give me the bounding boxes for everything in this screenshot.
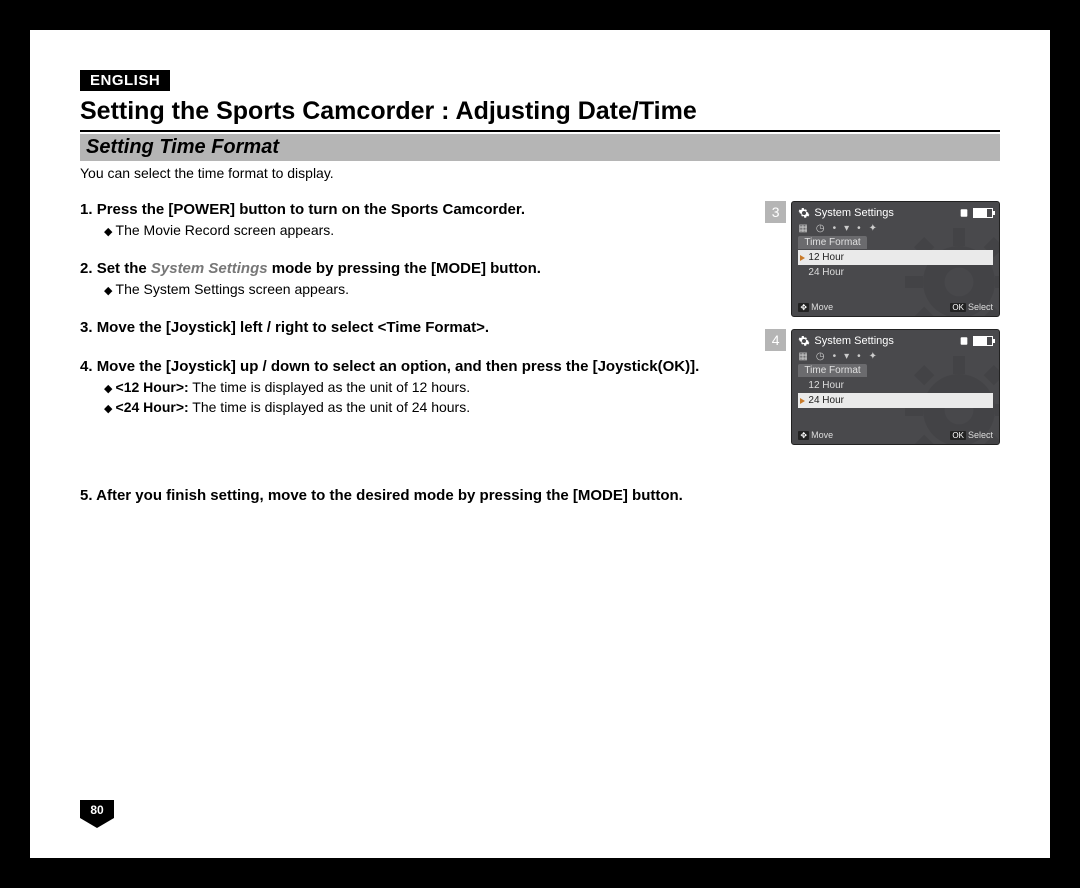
step-3-head: 3. Move the [Joystick] left / right to s…	[80, 319, 755, 336]
step-2-em: System Settings	[151, 260, 268, 277]
step-4-num: 4.	[80, 358, 93, 375]
battery-icon	[973, 208, 993, 218]
icon-clock: ◷	[816, 223, 825, 234]
step-4-text: Move the [Joystick] up / down to select …	[97, 358, 700, 375]
screen-4-wrap: 4 System Settings ▦	[765, 329, 1000, 445]
card-icon	[959, 208, 969, 218]
screen-3-tab: Time Format	[798, 236, 866, 249]
move-key-icon: ✥	[798, 431, 809, 440]
step-3: 3. Move the [Joystick] left / right to s…	[80, 319, 755, 336]
move-key-icon: ✥	[798, 303, 809, 312]
gear-icon	[798, 335, 810, 347]
step-4-bullet-a-bold: <12 Hour>:	[116, 379, 189, 395]
page-number: 80	[80, 800, 114, 820]
step-2-num: 2.	[80, 260, 93, 277]
step-5: 5. After you finish setting, move to the…	[80, 487, 1000, 504]
icon-gear2: ✦	[869, 223, 877, 234]
step-1-head: 1. Press the [POWER] button to turn on t…	[80, 201, 755, 218]
screens-column: 3 System Settings ▦	[765, 201, 1000, 457]
screen-4-select: Select	[968, 430, 993, 440]
icon-drop: ▾	[844, 223, 849, 234]
step-2-text-b: mode by pressing the [MODE] button.	[268, 260, 541, 277]
step-2-bullet: The System Settings screen appears.	[104, 281, 755, 297]
step-4-bullet-a: <12 Hour>: The time is displayed as the …	[104, 379, 755, 395]
icon-clock: ◷	[816, 351, 825, 362]
page-title: Setting the Sports Camcorder : Adjusting…	[80, 97, 1000, 132]
screen-4-move: Move	[811, 430, 833, 440]
screen-4-options: 12 Hour 24 Hour	[798, 378, 993, 408]
screen-3-footer: ✥Move OKSelect	[798, 302, 993, 312]
ok-key-icon: OK	[950, 303, 966, 312]
step-1: 1. Press the [POWER] button to turn on t…	[80, 201, 755, 238]
screen-3-options: 12 Hour 24 Hour	[798, 250, 993, 280]
ok-key-icon: OK	[950, 431, 966, 440]
screen-3: System Settings ▦ ◷ • ▾ • ✦	[791, 201, 1000, 317]
screen-3-opt1: 12 Hour	[798, 250, 993, 265]
battery-icon	[973, 336, 993, 346]
icon-square: ▦	[798, 351, 807, 362]
step-4-bullet-b: <24 Hour>: The time is displayed as the …	[104, 399, 755, 415]
icon-drop: ▾	[844, 351, 849, 362]
screen-4-icon-row: ▦ ◷ • ▾ • ✦	[798, 351, 993, 362]
step-1-text: Press the [POWER] button to turn on the …	[97, 201, 525, 218]
screen-3-header: System Settings	[798, 207, 993, 219]
intro-text: You can select the time format to displa…	[80, 165, 1000, 181]
screen-3-wrap: 3 System Settings ▦	[765, 201, 1000, 317]
icon-dot2: •	[857, 351, 861, 362]
screen-4-number: 4	[765, 329, 786, 351]
gear-icon	[798, 207, 810, 219]
icon-square: ▦	[798, 223, 807, 234]
screen-4-header: System Settings	[798, 335, 993, 347]
card-icon	[959, 336, 969, 346]
step-1-bullet: The Movie Record screen appears.	[104, 222, 755, 238]
screen-4-footer: ✥Move OKSelect	[798, 430, 993, 440]
step-1-num: 1.	[80, 201, 93, 218]
step-3-num: 3.	[80, 319, 93, 336]
screen-3-title: System Settings	[814, 207, 893, 219]
language-badge: ENGLISH	[80, 70, 170, 91]
step-5-text: After you finish setting, move to the de…	[96, 487, 683, 504]
step-2: 2. Set the System Settings mode by press…	[80, 260, 755, 297]
screen-3-icon-row: ▦ ◷ • ▾ • ✦	[798, 223, 993, 234]
screen-4-opt1: 12 Hour	[798, 378, 993, 393]
icon-gear2: ✦	[869, 351, 877, 362]
step-4-bullet-b-bold: <24 Hour>:	[116, 399, 189, 415]
manual-page: ENGLISH Setting the Sports Camcorder : A…	[30, 30, 1050, 858]
screen-4-opt2: 24 Hour	[798, 393, 993, 408]
icon-dot: •	[833, 351, 837, 362]
step-4-head: 4. Move the [Joystick] up / down to sele…	[80, 358, 755, 375]
page-number-badge: 80	[80, 800, 120, 828]
step-5-num: 5.	[80, 487, 93, 504]
screen-4-title: System Settings	[814, 335, 893, 347]
content-row: 1. Press the [POWER] button to turn on t…	[80, 201, 1000, 457]
section-title: Setting Time Format	[80, 134, 1000, 161]
step-2-text-a: Set the	[97, 260, 151, 277]
icon-dot: •	[833, 223, 837, 234]
screen-3-number: 3	[765, 201, 786, 223]
screen-4: System Settings ▦ ◷ • ▾ • ✦	[791, 329, 1000, 445]
steps-column: 1. Press the [POWER] button to turn on t…	[80, 201, 765, 457]
screen-3-opt2: 24 Hour	[798, 265, 993, 280]
screen-3-move: Move	[811, 302, 833, 312]
step-2-head: 2. Set the System Settings mode by press…	[80, 260, 755, 277]
step-3-text: Move the [Joystick] left / right to sele…	[97, 319, 489, 336]
screen-4-tab: Time Format	[798, 364, 866, 377]
icon-dot2: •	[857, 223, 861, 234]
screen-3-select: Select	[968, 302, 993, 312]
step-4-bullet-b-text: The time is displayed as the unit of 24 …	[189, 399, 470, 415]
step-4-bullet-a-text: The time is displayed as the unit of 12 …	[189, 379, 470, 395]
step-4: 4. Move the [Joystick] up / down to sele…	[80, 358, 755, 415]
